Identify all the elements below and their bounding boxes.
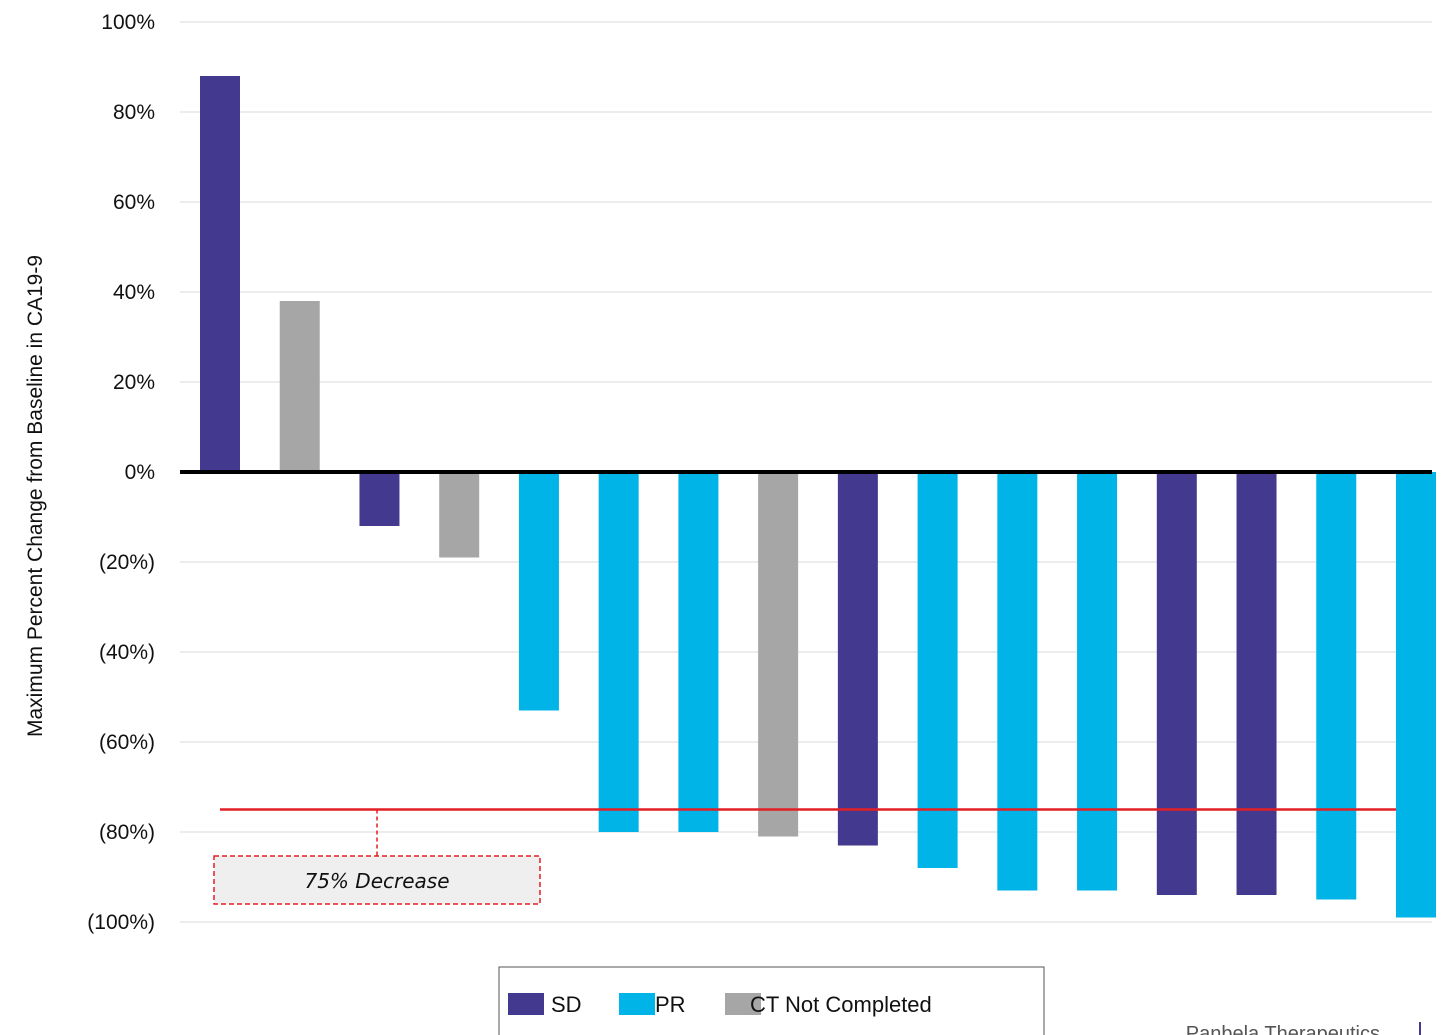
- annotation-box: [213, 855, 541, 905]
- y-tick-label: (100%): [87, 911, 155, 934]
- bar-sd: [1236, 472, 1277, 895]
- bar-sd: [1156, 472, 1197, 895]
- bar-pr: [1077, 472, 1118, 891]
- bar-pr: [997, 472, 1038, 891]
- legend-swatch-pr: [619, 993, 655, 1015]
- y-tick-label: 40%: [113, 281, 155, 304]
- y-tick-label: (40%): [99, 641, 155, 664]
- bars: [200, 76, 1436, 918]
- y-tick-label: (20%): [99, 551, 155, 574]
- bar-ct-not-completed: [439, 472, 480, 558]
- y-axis-title: Maximum Percent Change from Baseline in …: [24, 255, 47, 737]
- legend-frame: [498, 966, 1045, 1035]
- bar-ct-not-completed: [758, 472, 799, 837]
- y-tick-label: 0%: [125, 461, 155, 484]
- bar-pr: [1396, 472, 1436, 918]
- y-tick-label: 100%: [101, 11, 155, 34]
- bar-pr: [917, 472, 958, 868]
- bar-sd: [200, 76, 240, 472]
- bar-sd: [359, 472, 400, 526]
- y-axis-tick-labels: 100% 80% 60% 40% 20% 0% (20%) (40%) (60%) (80%) (1…: [87, 11, 155, 934]
- legend: SD PR CT Not Completed: [498, 966, 1045, 1035]
- legend-label-sd: SD: [551, 992, 582, 1017]
- legend-swatch-sd: [508, 993, 544, 1015]
- bar-pr: [598, 472, 639, 832]
- bar-pr: [678, 472, 719, 832]
- legend-label-ct-not-completed: CT Not Completed: [750, 992, 932, 1017]
- annotation-label: 75% Decrease: [304, 869, 449, 893]
- y-tick-label: (60%): [99, 731, 155, 754]
- y-tick-label: 80%: [113, 101, 155, 124]
- y-tick-label: 60%: [113, 191, 155, 214]
- y-tick-label: 20%: [113, 371, 155, 394]
- y-tick-label: (80%): [99, 821, 155, 844]
- legend-label-pr: PR: [655, 992, 686, 1017]
- footer-company: Panbela Therapeutics: [1186, 1023, 1380, 1035]
- bar-ct-not-completed: [279, 301, 320, 472]
- bar-pr: [1316, 472, 1357, 900]
- bar-sd: [837, 472, 878, 846]
- legend-swatch-ct-not-completed: [725, 993, 761, 1015]
- grid-lines: [180, 21, 1432, 923]
- bar-pr: [518, 472, 559, 711]
